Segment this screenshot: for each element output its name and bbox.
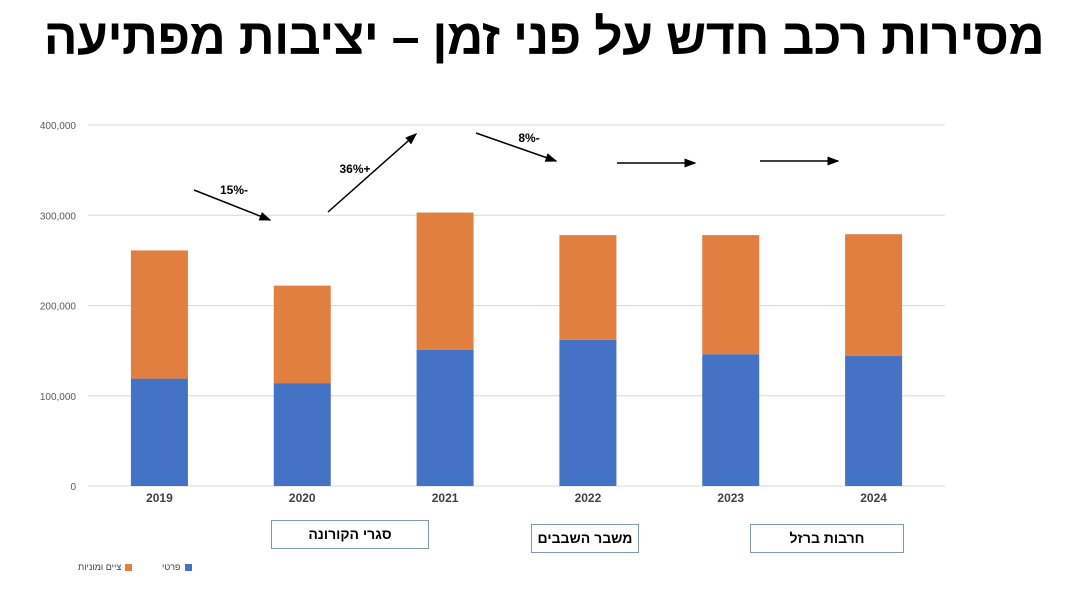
trend-arrow <box>327 133 418 213</box>
bar-2022-series-0 <box>559 339 617 486</box>
bar-2021-series-0 <box>416 349 474 486</box>
bar-2021-series-1 <box>416 212 474 350</box>
bar-2020-series-0 <box>273 383 331 486</box>
x-tick-label: 2024 <box>860 491 887 505</box>
legend-swatch <box>125 563 133 571</box>
trend-arrow <box>475 132 558 162</box>
bar-2019-series-0 <box>130 378 188 486</box>
legend-label: ציים ומוניות <box>78 562 122 572</box>
bar-2024-series-1 <box>845 234 903 357</box>
x-tick-label: 2023 <box>717 491 744 505</box>
event-box-war: חרבות ברזל <box>750 524 904 553</box>
bar-2023-series-0 <box>702 354 760 486</box>
x-tick-label: 2020 <box>289 491 316 505</box>
y-tick-label: 200,000 <box>40 302 77 313</box>
legend-item-private: פרטי <box>162 562 192 572</box>
trend-arrow <box>193 189 272 221</box>
bar-2022-series-1 <box>559 235 617 340</box>
annotation-2021: 36%+ <box>339 162 370 176</box>
x-tick-label: 2019 <box>146 491 173 505</box>
x-tick-label: 2022 <box>575 491 602 505</box>
annotation-2022: 8%- <box>518 131 539 145</box>
y-tick-label: 300,000 <box>40 211 77 222</box>
legend-label: פרטי <box>162 562 181 572</box>
y-tick-label: 100,000 <box>40 392 77 403</box>
annotation-2020: 15%- <box>220 183 248 197</box>
bar-2020-series-1 <box>273 285 331 384</box>
bar-2024-series-0 <box>845 356 903 486</box>
bar-2019-series-1 <box>130 250 188 379</box>
y-tick-label: 400,000 <box>40 121 77 132</box>
x-tick-label: 2021 <box>432 491 459 505</box>
page-title: מסירות רכב חדש על פני זמן – יציבות מפתיע… <box>43 9 1045 65</box>
legend-item-fleet: ציים ומוניות <box>78 562 133 572</box>
y-tick-label: 0 <box>70 482 76 493</box>
bar-2023-series-1 <box>702 235 760 355</box>
event-box-chips: משבר השבבים <box>531 524 639 553</box>
event-box-covid: סגרי הקורונה <box>271 520 429 549</box>
legend-swatch <box>184 563 192 571</box>
